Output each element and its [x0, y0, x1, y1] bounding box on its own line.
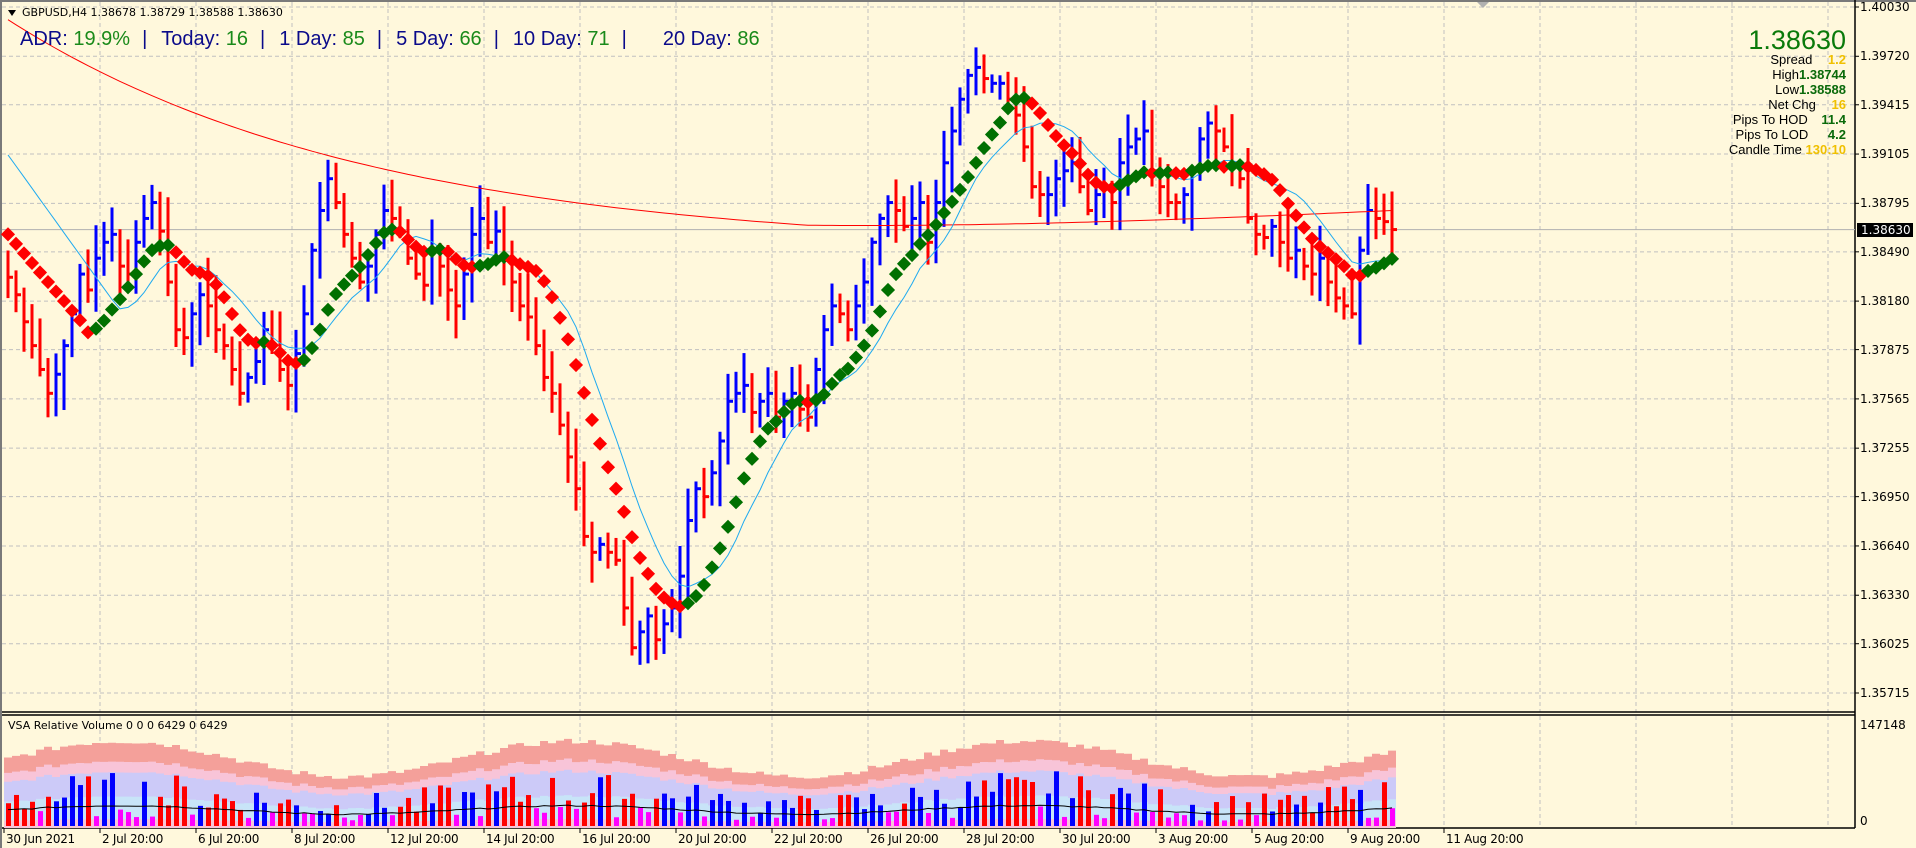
- spread-label: Spread: [1770, 52, 1813, 67]
- current-price-marker: 1.38630: [1857, 223, 1913, 237]
- time-tick-label: 30 Jun 2021: [6, 832, 75, 846]
- volume-histogram: [4, 738, 1396, 828]
- low-label: Low: [1775, 82, 1799, 97]
- today-label: Today:: [161, 28, 221, 50]
- grid: [2, 2, 1855, 828]
- price-tick-label: 1.39105: [1860, 147, 1910, 162]
- price-tick-label: 1.38490: [1860, 244, 1910, 259]
- window-border-top: [0, 0, 1916, 2]
- today-value: 16: [225, 28, 249, 50]
- price-tick-label: 1.37875: [1860, 342, 1910, 357]
- time-tick-label: 11 Aug 20:00: [1446, 832, 1524, 846]
- volume-indicator-label: VSA Relative Volume 0 0 0 6429 0 6429: [8, 719, 228, 732]
- pips-lod-label: Pips To LOD: [1735, 127, 1809, 142]
- high-value: 1.38744: [1799, 67, 1846, 82]
- time-tick-label: 26 Jul 20:00: [870, 832, 939, 846]
- time-tick-label: 12 Jul 20:00: [390, 832, 459, 846]
- spread-value: 1.2: [1827, 52, 1846, 67]
- price-tick-label: 1.38180: [1860, 294, 1910, 309]
- price-info-panel: 1.38630 Spread 1.2 High1.38744 Low1.3858…: [1729, 25, 1846, 158]
- price-tick-label: 1.40030: [1860, 0, 1910, 14]
- dropdown-triangle-icon[interactable]: [8, 9, 16, 16]
- time-tick-label: 16 Jul 20:00: [582, 832, 651, 846]
- time-tick-label: 30 Jul 20:00: [1062, 832, 1131, 846]
- high-label: High: [1772, 67, 1799, 82]
- time-tick-label: 28 Jul 20:00: [966, 832, 1035, 846]
- slow-moving-average: [7, 19, 1393, 226]
- ohlc-bars: [6, 47, 1397, 665]
- day10-value: 71: [587, 28, 610, 50]
- trend-signal-dots: [0, 90, 1400, 614]
- current-price-big: 1.38630: [1748, 25, 1846, 55]
- symbol-header[interactable]: GBPUSD,H4 1.38678 1.38729 1.38588 1.3863…: [8, 6, 283, 19]
- day1-value: 85: [342, 28, 365, 50]
- time-tick-label: 14 Jul 20:00: [486, 832, 555, 846]
- adr-value: 19.9%: [73, 28, 131, 50]
- separator: |: [376, 28, 383, 50]
- price-tick-label: 1.39720: [1860, 49, 1910, 64]
- low-value: 1.38588: [1799, 82, 1846, 97]
- netchg-row: Net Chg 16: [1729, 97, 1846, 112]
- separator: |: [260, 28, 266, 50]
- pips-hod-label: Pips To HOD: [1732, 112, 1808, 127]
- day5-value: 66: [459, 28, 482, 50]
- spread-row: Spread 1.2: [1729, 52, 1846, 67]
- separator: |: [142, 28, 148, 50]
- time-tick-label: 9 Aug 20:00: [1350, 832, 1420, 846]
- time-tick-label: 3 Aug 20:00: [1158, 832, 1228, 846]
- netchg-value: 16: [1831, 97, 1846, 112]
- price-tick-label: 1.36025: [1860, 636, 1910, 651]
- time-tick-label: 20 Jul 20:00: [678, 832, 747, 846]
- shift-marker-icon[interactable]: [1477, 2, 1489, 8]
- time-tick-label: 6 Jul 20:00: [198, 832, 260, 846]
- low-row: Low1.38588: [1729, 82, 1846, 97]
- price-tick-label: 1.36640: [1860, 538, 1910, 553]
- price-tick-label: 1.38795: [1860, 196, 1910, 211]
- adr-indicator: ADR: 19.9% | Today: 16 | 1 Day: 85 | 5 Day: 66…: [20, 28, 760, 51]
- day20-label: 20 Day:: [662, 28, 732, 50]
- price-tick-label: 1.35715: [1860, 686, 1910, 700]
- high-row: High1.38744: [1729, 67, 1846, 82]
- candle-time-value: 130:10: [1805, 142, 1846, 157]
- candle-time-label: Candle Time: [1728, 142, 1802, 157]
- separator: |: [621, 28, 627, 50]
- pips-lod-value: 4.2: [1827, 127, 1846, 142]
- pips-lod-row: Pips To LOD 4.2: [1729, 127, 1846, 142]
- price-tick-label: 1.37565: [1860, 391, 1910, 406]
- pips-hod-value: 11.4: [1821, 112, 1846, 127]
- volume-axis-max: 147148: [1860, 718, 1906, 732]
- time-tick-label: 22 Jul 20:00: [774, 832, 843, 846]
- price-tick-label: 1.36950: [1860, 489, 1910, 504]
- symbol-ohlc-text: GBPUSD,H4 1.38678 1.38729 1.38588 1.3863…: [22, 6, 283, 19]
- time-tick-label: 5 Aug 20:00: [1254, 832, 1324, 846]
- day1-label: 1 Day:: [279, 28, 338, 50]
- pips-hod-row: Pips To HOD 11.4: [1729, 112, 1846, 127]
- window-border-left: [0, 0, 2, 848]
- price-tick-label: 1.37255: [1860, 441, 1910, 456]
- time-tick-label: 8 Jul 20:00: [294, 832, 356, 846]
- time-tick-label: 2 Jul 20:00: [102, 832, 164, 846]
- price-tick-label: 1.36330: [1860, 588, 1910, 603]
- day5-label: 5 Day:: [396, 28, 454, 50]
- netchg-label: Net Chg: [1768, 97, 1816, 112]
- day10-label: 10 Day:: [512, 28, 582, 50]
- price-tick-label: 1.39415: [1860, 97, 1910, 112]
- volume-axis-min: 0: [1860, 814, 1868, 828]
- adr-label: ADR:: [20, 28, 68, 50]
- candle-time-row: Candle Time 130:10: [1729, 142, 1846, 157]
- separator: |: [493, 28, 499, 50]
- day20-value: 86: [737, 28, 760, 50]
